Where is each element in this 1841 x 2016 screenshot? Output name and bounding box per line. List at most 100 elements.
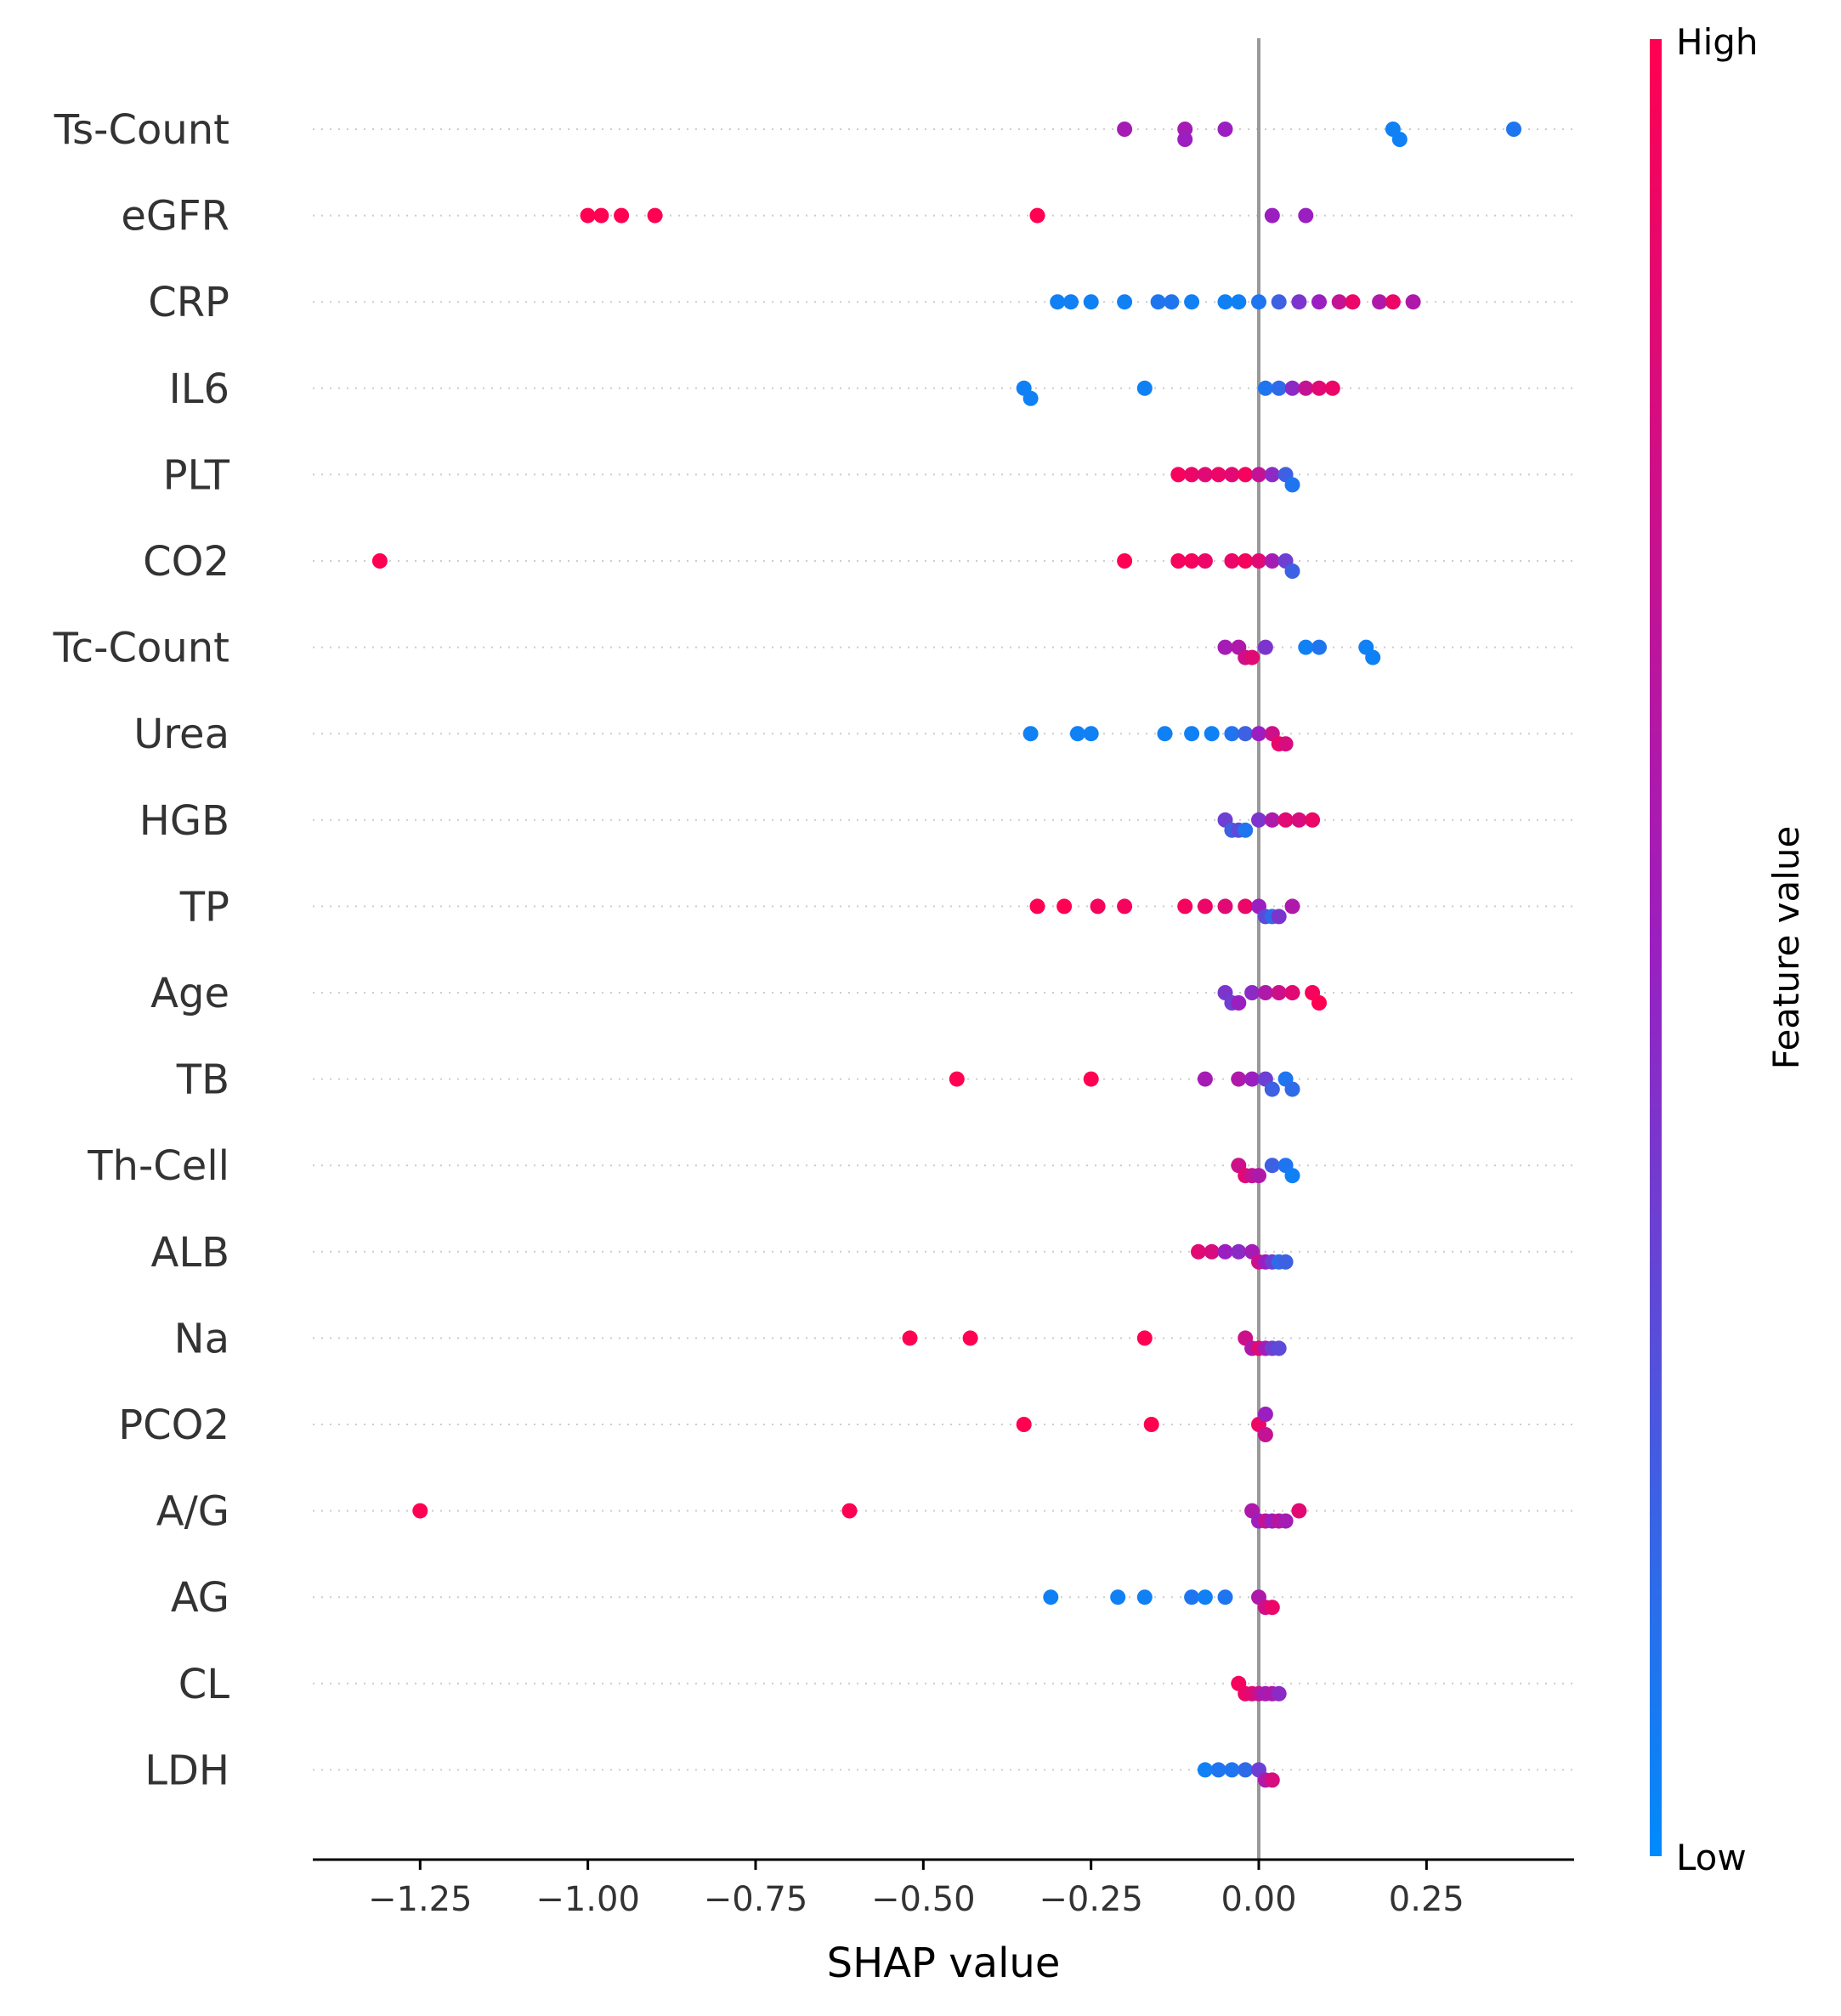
shap-point: [1345, 294, 1361, 310]
shap-point: [1117, 898, 1133, 915]
shap-point: [1217, 1589, 1233, 1605]
shap-point: [1177, 132, 1193, 147]
feature-label: IL6: [169, 365, 229, 413]
shap-point: [1231, 1243, 1247, 1260]
feature-label: Na: [174, 1315, 229, 1362]
shap-point: [1251, 294, 1266, 310]
shap-point: [1117, 553, 1133, 569]
shap-point: [614, 207, 630, 224]
shap-point: [1231, 1071, 1247, 1087]
shap-point: [1170, 553, 1187, 569]
shap-point: [1271, 1685, 1287, 1702]
colorbar-high-label: High: [1676, 21, 1759, 63]
shap-point: [1210, 467, 1226, 483]
x-tick-label: −0.50: [871, 1880, 976, 1919]
shap-point: [1244, 1071, 1260, 1087]
shap-point: [1022, 390, 1039, 406]
shap-point: [647, 207, 663, 224]
shap-point: [1311, 995, 1327, 1011]
shap-point: [1264, 467, 1280, 483]
shap-point: [1143, 1417, 1159, 1432]
feature-label: Ts-Count: [54, 106, 229, 154]
shap-point: [1090, 898, 1106, 915]
feature-label: LDH: [144, 1747, 229, 1794]
shap-point: [1305, 812, 1321, 828]
shap-point: [1277, 812, 1294, 828]
shap-point: [1244, 649, 1260, 665]
shap-point: [1184, 553, 1200, 569]
shap-point: [1264, 812, 1280, 828]
shap-point: [1385, 294, 1401, 310]
shap-point: [1291, 812, 1307, 828]
shap-point: [1284, 1168, 1300, 1184]
shap-point: [1277, 736, 1294, 752]
shap-point: [1197, 553, 1213, 569]
shap-point: [1191, 1243, 1206, 1260]
shap-point: [1251, 1168, 1266, 1184]
shap-point: [1264, 1081, 1280, 1097]
shap-point: [1197, 1589, 1213, 1605]
shap-point: [1238, 898, 1254, 915]
feature-label: CL: [178, 1661, 230, 1708]
shap-point: [371, 553, 388, 569]
shap-point: [1277, 1254, 1294, 1270]
feature-label: Tc-Count: [53, 625, 229, 672]
feature-label: TP: [179, 883, 229, 931]
shap-point: [1204, 1243, 1220, 1260]
shap-point: [1110, 1589, 1126, 1605]
shap-point: [593, 207, 609, 224]
x-axis-title: SHAP value: [827, 1940, 1061, 1987]
feature-label: HGB: [139, 797, 229, 845]
feature-label: Age: [150, 970, 229, 1017]
shap-point: [1136, 1330, 1153, 1346]
shap-point: [1177, 898, 1193, 915]
shap-point: [1251, 812, 1266, 828]
shap-point: [949, 1071, 965, 1087]
shap-point: [1405, 294, 1421, 310]
shap-point: [1204, 726, 1220, 742]
shap-point: [1210, 1762, 1226, 1778]
shap-point: [1264, 1158, 1280, 1174]
shap-point: [1197, 898, 1213, 915]
shap-point: [1264, 1772, 1280, 1788]
shap-point: [1197, 1071, 1213, 1087]
shap-point: [1284, 563, 1300, 579]
shap-point: [1506, 122, 1521, 137]
shap-point: [1311, 294, 1327, 310]
feature-label: Th-Cell: [87, 1142, 229, 1190]
data-points: [371, 122, 1521, 1788]
x-tick-label: −0.75: [704, 1880, 808, 1919]
x-axis: −1.25 −1.00 −0.75 −0.50 −0.25 0.00 0.25: [313, 1858, 1574, 1919]
shap-point: [1271, 985, 1287, 1000]
shap-point: [1170, 467, 1187, 483]
shap-point: [1257, 1427, 1273, 1442]
shap-point: [1184, 1589, 1200, 1605]
feature-label: AG: [171, 1574, 229, 1622]
shap-point: [1231, 995, 1247, 1011]
shap-point: [1083, 1071, 1099, 1087]
shap-point: [1136, 1589, 1153, 1605]
shap-point: [1391, 132, 1408, 147]
shap-point: [1238, 467, 1254, 483]
shap-point: [1271, 380, 1287, 396]
colorbar-title: Feature value: [1765, 826, 1807, 1070]
shap-point: [1043, 1589, 1059, 1605]
shap-point: [1372, 294, 1388, 310]
feature-label: CRP: [148, 279, 229, 326]
shap-point: [1069, 726, 1085, 742]
shap-point: [1291, 1503, 1307, 1519]
shap-point: [1150, 294, 1166, 310]
shap-point: [1117, 294, 1133, 310]
shap-point: [1197, 467, 1213, 483]
shap-point: [1365, 649, 1381, 665]
shap-point: [1016, 1417, 1032, 1432]
x-tick-label: 0.25: [1389, 1880, 1464, 1919]
shap-point: [1324, 380, 1340, 396]
feature-label: Urea: [133, 711, 229, 758]
feature-label: TB: [176, 1056, 229, 1104]
shap-point: [1050, 294, 1066, 310]
shap-point: [1164, 294, 1180, 310]
shap-point: [841, 1503, 858, 1519]
shap-point: [1264, 553, 1280, 569]
shap-point: [1083, 294, 1099, 310]
